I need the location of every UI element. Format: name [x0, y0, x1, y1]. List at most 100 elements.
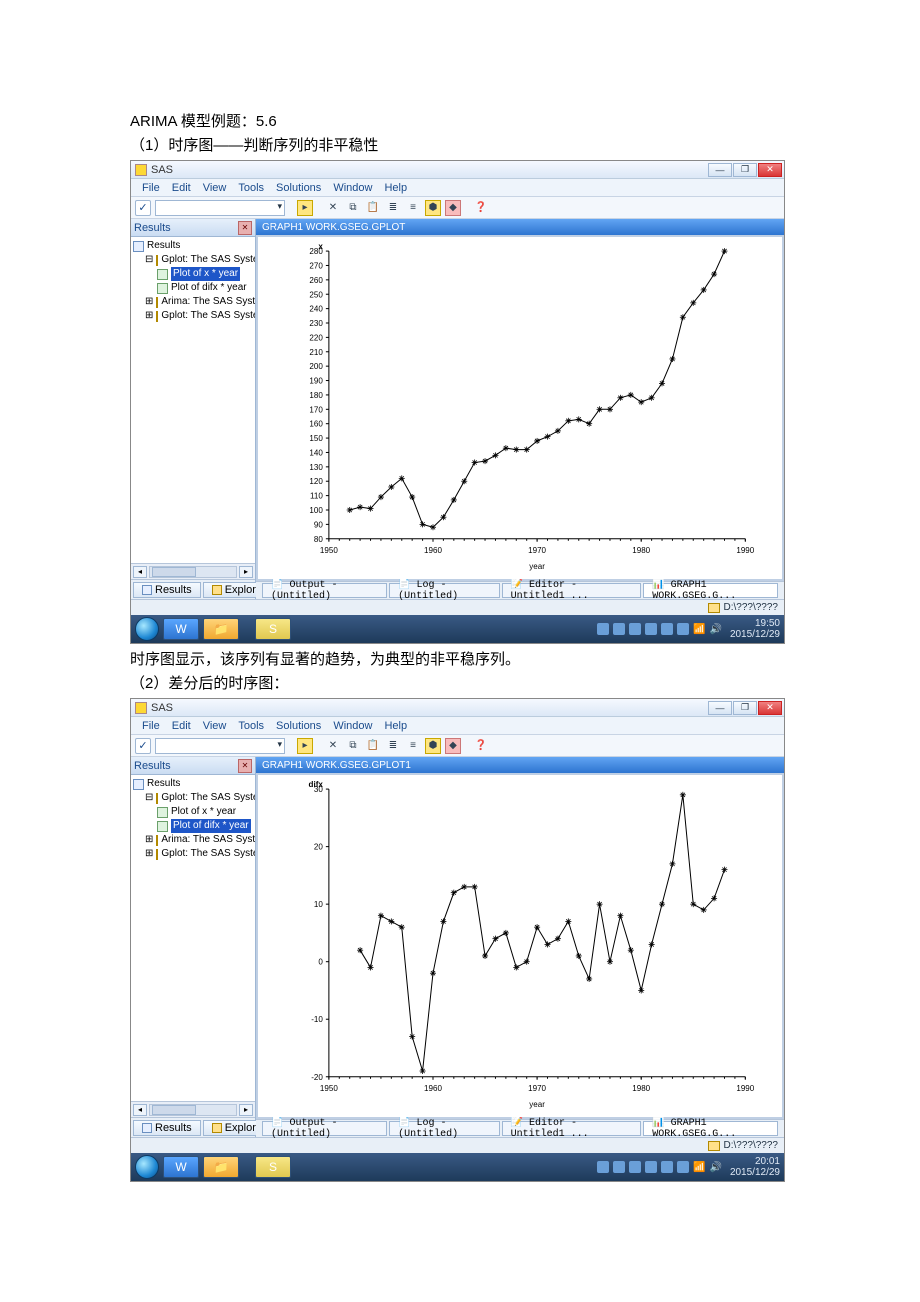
toolbar-open-icon[interactable]: ▸: [297, 738, 313, 754]
tab-graph[interactable]: 📊 GRAPH1 WORK.GSEG.G...: [643, 1121, 778, 1136]
menu-tools[interactable]: Tools: [233, 182, 269, 194]
toolbar-stop-icon[interactable]: ◆: [445, 200, 461, 216]
tree-gplot[interactable]: Gplot: The SAS System: [161, 253, 255, 267]
taskbar-clock[interactable]: 20:012015/12/29: [730, 1156, 780, 1178]
start-button[interactable]: [135, 617, 159, 641]
tree-leaf-difx[interactable]: Plot of difx * year: [171, 819, 251, 833]
results-hscroll[interactable]: ◂ ▸: [131, 1101, 255, 1117]
menu-edit[interactable]: Edit: [167, 720, 196, 732]
tab-output[interactable]: 📄 Output - (Untitled): [262, 583, 387, 598]
tray-icon[interactable]: [677, 1161, 689, 1173]
pane-tab-results[interactable]: Results: [133, 582, 201, 598]
toolbar-open-icon[interactable]: ▸: [297, 200, 313, 216]
toolbar-sas-icon[interactable]: ⬢: [425, 738, 441, 754]
toolbar-paste-icon[interactable]: 📋: [365, 738, 381, 754]
tab-log[interactable]: 📄 Log - (Untitled): [389, 1121, 500, 1136]
results-hscroll[interactable]: ◂ ▸: [131, 563, 255, 579]
menu-view[interactable]: View: [198, 720, 232, 732]
tray-icon[interactable]: [629, 623, 641, 635]
tray-icon[interactable]: [597, 623, 609, 635]
toolbar-cut-icon[interactable]: ✕: [325, 200, 341, 216]
tray-icon[interactable]: [613, 623, 625, 635]
tree-gplot-2[interactable]: Gplot: The SAS System: [161, 309, 255, 323]
menu-help[interactable]: Help: [379, 182, 412, 194]
system-tray[interactable]: 📶 🔊 20:012015/12/29: [597, 1156, 780, 1178]
menu-file[interactable]: File: [137, 720, 165, 732]
menu-solutions[interactable]: Solutions: [271, 182, 326, 194]
tree-root[interactable]: Results: [147, 777, 180, 791]
tray-icon[interactable]: [613, 1161, 625, 1173]
tab-graph[interactable]: 📊 GRAPH1 WORK.GSEG.G...: [643, 583, 778, 598]
menu-view[interactable]: View: [198, 182, 232, 194]
tray-icon[interactable]: [629, 1161, 641, 1173]
results-tree[interactable]: Results ⊟ Gplot: The SAS System Plot of …: [131, 237, 255, 563]
tray-network-icon[interactable]: 📶: [693, 624, 705, 635]
close-button[interactable]: ✕: [758, 163, 782, 177]
taskbar-word-icon[interactable]: W: [163, 618, 199, 640]
scroll-right-icon[interactable]: ▸: [239, 566, 253, 578]
toolbar-check[interactable]: ✓: [135, 200, 151, 216]
tree-arima[interactable]: Arima: The SAS System: [161, 295, 255, 309]
tree-gplot[interactable]: Gplot: The SAS System: [161, 791, 255, 805]
tree-leaf-x[interactable]: Plot of x * year: [171, 267, 240, 281]
tray-icon[interactable]: [677, 623, 689, 635]
menu-help[interactable]: Help: [379, 720, 412, 732]
tab-output[interactable]: 📄 Output - (Untitled): [262, 1121, 387, 1136]
taskbar-word-icon[interactable]: W: [163, 1156, 199, 1178]
toolbar-copy-icon[interactable]: ⧉: [345, 200, 361, 216]
toolbar-cut-icon[interactable]: ✕: [325, 738, 341, 754]
results-tree[interactable]: Results ⊟ Gplot: The SAS System Plot of …: [131, 775, 255, 1101]
system-tray[interactable]: 📶 🔊 19:502015/12/29: [597, 618, 780, 640]
scroll-left-icon[interactable]: ◂: [133, 566, 147, 578]
results-close-icon[interactable]: ✕: [238, 759, 252, 773]
toolbar-help-icon[interactable]: ❓: [473, 200, 489, 216]
toolbar-list-icon[interactable]: ≡: [405, 200, 421, 216]
tree-leaf-difx[interactable]: Plot of difx * year: [171, 281, 247, 295]
tree-leaf-x[interactable]: Plot of x * year: [171, 805, 236, 819]
toolbar-combo[interactable]: [155, 200, 285, 216]
toolbar-paste-icon[interactable]: 📋: [365, 200, 381, 216]
tab-editor[interactable]: 📝 Editor - Untitled1 ...: [502, 1121, 642, 1136]
tree-gplot-2[interactable]: Gplot: The SAS System: [161, 847, 255, 861]
tray-icon[interactable]: [645, 623, 657, 635]
tray-network-icon[interactable]: 📶: [693, 1162, 705, 1173]
toolbar-list-icon[interactable]: ≡: [405, 738, 421, 754]
tray-icon[interactable]: [645, 1161, 657, 1173]
minimize-button[interactable]: —: [708, 701, 732, 715]
taskbar-clock[interactable]: 19:502015/12/29: [730, 618, 780, 640]
maximize-button[interactable]: ❐: [733, 701, 757, 715]
pane-tab-results[interactable]: Results: [133, 1120, 201, 1136]
minimize-button[interactable]: —: [708, 163, 732, 177]
menu-file[interactable]: File: [137, 182, 165, 194]
tray-volume-icon[interactable]: 🔊: [709, 1162, 721, 1173]
taskbar-explorer-icon[interactable]: 📁: [203, 618, 239, 640]
toolbar-copy-icon[interactable]: ⧉: [345, 738, 361, 754]
menu-window[interactable]: Window: [328, 182, 377, 194]
tray-volume-icon[interactable]: 🔊: [709, 624, 721, 635]
tab-log[interactable]: 📄 Log - (Untitled): [389, 583, 500, 598]
menu-edit[interactable]: Edit: [167, 182, 196, 194]
tree-arima[interactable]: Arima: The SAS System: [161, 833, 255, 847]
toolbar-check[interactable]: ✓: [135, 738, 151, 754]
taskbar-sas-icon[interactable]: S: [255, 1156, 291, 1178]
toolbar-help-icon[interactable]: ❓: [473, 738, 489, 754]
scroll-right-icon[interactable]: ▸: [239, 1104, 253, 1116]
maximize-button[interactable]: ❐: [733, 163, 757, 177]
toolbar-tree-icon[interactable]: ≣: [385, 738, 401, 754]
toolbar-sas-icon[interactable]: ⬢: [425, 200, 441, 216]
menu-tools[interactable]: Tools: [233, 720, 269, 732]
tray-icon[interactable]: [661, 1161, 673, 1173]
toolbar-tree-icon[interactable]: ≣: [385, 200, 401, 216]
taskbar-sas-icon[interactable]: S: [255, 618, 291, 640]
scroll-left-icon[interactable]: ◂: [133, 1104, 147, 1116]
menu-window[interactable]: Window: [328, 720, 377, 732]
start-button[interactable]: [135, 1155, 159, 1179]
menu-solutions[interactable]: Solutions: [271, 720, 326, 732]
tab-editor[interactable]: 📝 Editor - Untitled1 ...: [502, 583, 642, 598]
tree-root[interactable]: Results: [147, 239, 180, 253]
toolbar-combo[interactable]: [155, 738, 285, 754]
toolbar-stop-icon[interactable]: ◆: [445, 738, 461, 754]
tray-icon[interactable]: [661, 623, 673, 635]
close-button[interactable]: ✕: [758, 701, 782, 715]
tray-icon[interactable]: [597, 1161, 609, 1173]
